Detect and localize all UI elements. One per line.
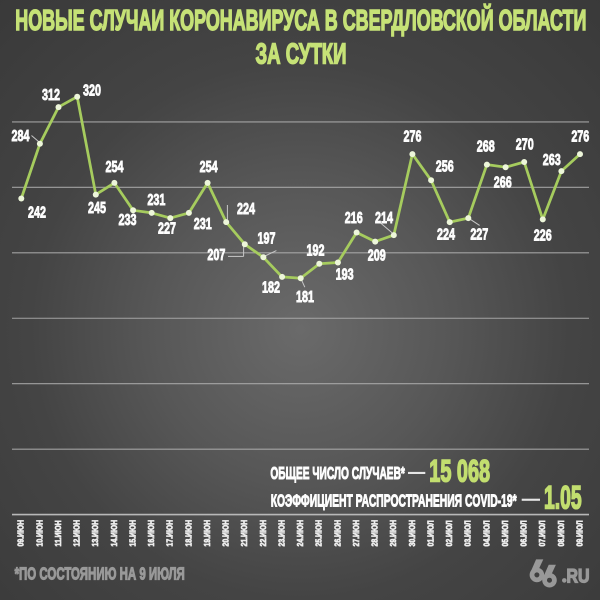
svg-text:224: 224 (437, 226, 455, 244)
svg-text:214: 214 (375, 209, 393, 227)
svg-text:192: 192 (307, 241, 325, 259)
svg-text:181: 181 (296, 288, 314, 306)
svg-text:05.ИЮЛ: 05.ИЮЛ (500, 520, 510, 546)
svg-text:263: 263 (543, 151, 561, 169)
svg-text:08.ИЮЛ: 08.ИЮЛ (556, 520, 566, 546)
svg-text:ЗА СУТКИ: ЗА СУТКИ (256, 39, 347, 71)
svg-text:209: 209 (368, 246, 386, 264)
svg-text:21.ИЮН: 21.ИЮН (240, 520, 250, 547)
svg-text:RU: RU (567, 565, 590, 587)
svg-text:231: 231 (147, 191, 165, 209)
svg-text:24.ИЮН: 24.ИЮН (295, 520, 305, 547)
svg-text:276: 276 (404, 128, 422, 146)
svg-text:29.ИЮН: 29.ИЮН (389, 520, 399, 547)
svg-text:197: 197 (258, 229, 276, 247)
svg-text:15 068: 15 068 (429, 453, 490, 489)
svg-text:245: 245 (88, 199, 106, 217)
svg-text:КОЭФФИЦИЕНТ РАСПРОСТРАНЕНИЯ CO: КОЭФФИЦИЕНТ РАСПРОСТРАНЕНИЯ COVID-19* (271, 492, 517, 512)
svg-text:268: 268 (477, 138, 495, 156)
svg-text:02.ИЮЛ: 02.ИЮЛ (444, 520, 454, 546)
svg-text:НОВЫЕ СЛУЧАИ КОРОНАВИРУСА В СВ: НОВЫЕ СЛУЧАИ КОРОНАВИРУСА В СВЕРДЛОВСКОЙ… (15, 4, 586, 38)
svg-text:227: 227 (158, 219, 176, 237)
svg-text:254: 254 (200, 158, 218, 176)
svg-text:23.ИЮН: 23.ИЮН (277, 520, 287, 547)
svg-text:1.05: 1.05 (544, 479, 582, 515)
svg-text:28.ИЮН: 28.ИЮН (370, 520, 380, 547)
svg-text:227: 227 (470, 226, 488, 244)
svg-text:06.ИЮЛ: 06.ИЮЛ (519, 520, 529, 546)
svg-text:04.ИЮЛ: 04.ИЮЛ (482, 520, 492, 546)
svg-text:09.ИЮН: 09.ИЮН (16, 520, 26, 547)
svg-text:03.ИЮЛ: 03.ИЮЛ (463, 520, 473, 546)
svg-text:20.ИЮН: 20.ИЮН (221, 520, 231, 547)
svg-text:182: 182 (262, 278, 280, 296)
svg-text:17.ИЮН: 17.ИЮН (165, 520, 175, 547)
svg-text:216: 216 (345, 209, 363, 227)
svg-text:284: 284 (12, 127, 30, 145)
svg-text:01.ИЮЛ: 01.ИЮЛ (426, 520, 436, 546)
svg-text:27.ИЮН: 27.ИЮН (351, 520, 361, 547)
svg-text:16.ИЮН: 16.ИЮН (146, 520, 156, 547)
svg-text:*ПО СОСТОЯНИЮ НА 9 ИЮЛЯ: *ПО СОСТОЯНИЮ НА 9 ИЮЛЯ (15, 564, 185, 584)
svg-text:312: 312 (42, 86, 60, 104)
svg-text:12.ИЮН: 12.ИЮН (72, 520, 82, 547)
svg-text:231: 231 (194, 215, 212, 233)
svg-text:10.ИЮН: 10.ИЮН (35, 520, 45, 547)
svg-text:26.ИЮН: 26.ИЮН (333, 520, 343, 547)
svg-text:266: 266 (494, 173, 512, 191)
svg-text:09.ИЮЛ: 09.ИЮЛ (575, 520, 585, 546)
svg-text:11.ИЮН: 11.ИЮН (53, 520, 63, 547)
svg-text:242: 242 (28, 203, 46, 221)
svg-text:13.ИЮН: 13.ИЮН (91, 520, 101, 547)
svg-text:18.ИЮН: 18.ИЮН (184, 520, 194, 547)
svg-text:233: 233 (119, 211, 137, 229)
svg-text:256: 256 (436, 158, 454, 176)
svg-text:14.ИЮН: 14.ИЮН (109, 520, 119, 547)
svg-text:254: 254 (106, 158, 124, 176)
svg-text:320: 320 (83, 81, 101, 99)
svg-text:207: 207 (207, 246, 225, 264)
svg-text:15.ИЮН: 15.ИЮН (128, 520, 138, 547)
svg-text:07.ИЮЛ: 07.ИЮЛ (538, 520, 548, 546)
svg-text:224: 224 (237, 200, 255, 218)
svg-text:270: 270 (516, 136, 534, 154)
svg-text:22.ИЮН: 22.ИЮН (258, 520, 268, 547)
svg-text:193: 193 (336, 265, 354, 283)
svg-text:ОБЩЕЕ ЧИСЛО СЛУЧАЕВ*: ОБЩЕЕ ЧИСЛО СЛУЧАЕВ* (270, 464, 405, 484)
svg-text:276: 276 (571, 128, 589, 146)
svg-text:19.ИЮН: 19.ИЮН (202, 520, 212, 547)
svg-text:226: 226 (534, 226, 552, 244)
svg-text:25.ИЮН: 25.ИЮН (314, 520, 324, 547)
svg-text:30.ИЮН: 30.ИЮН (407, 520, 417, 547)
